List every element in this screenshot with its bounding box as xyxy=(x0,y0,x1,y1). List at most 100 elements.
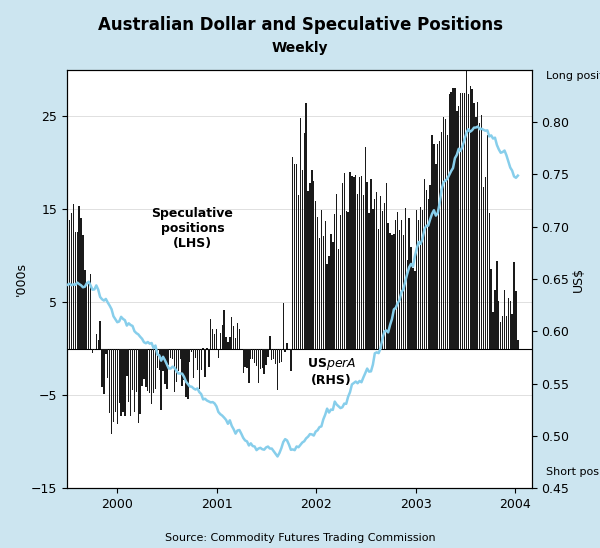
Bar xyxy=(84,270,86,349)
Bar xyxy=(210,319,211,349)
Text: Weekly: Weekly xyxy=(272,41,328,55)
Y-axis label: US$: US$ xyxy=(572,266,585,292)
Bar xyxy=(460,93,461,349)
Bar xyxy=(403,235,404,349)
Y-axis label: '000s: '000s xyxy=(15,262,28,296)
Bar xyxy=(449,94,450,349)
Bar xyxy=(273,349,274,359)
Bar xyxy=(143,349,145,379)
Bar xyxy=(296,164,297,349)
Bar xyxy=(311,170,313,349)
Bar xyxy=(269,336,271,349)
Bar xyxy=(187,349,188,399)
Bar xyxy=(437,144,439,349)
Bar xyxy=(511,315,513,349)
Bar xyxy=(229,337,230,349)
Bar xyxy=(260,349,261,369)
Bar xyxy=(372,209,374,349)
Bar xyxy=(508,298,509,349)
Bar xyxy=(233,326,235,349)
Bar xyxy=(132,349,133,390)
Bar xyxy=(166,349,167,389)
Bar xyxy=(506,316,507,349)
Bar xyxy=(281,349,282,362)
Bar xyxy=(515,290,517,349)
Bar xyxy=(178,349,179,370)
Bar xyxy=(485,177,486,349)
Bar xyxy=(340,215,341,349)
Bar xyxy=(479,123,481,349)
Bar xyxy=(149,349,151,393)
Bar xyxy=(386,184,387,349)
Bar xyxy=(502,316,503,349)
Bar xyxy=(258,349,259,383)
Bar xyxy=(487,135,488,349)
Bar xyxy=(268,349,269,357)
Bar xyxy=(279,349,280,363)
Bar xyxy=(170,349,172,357)
Bar xyxy=(317,218,318,349)
Bar xyxy=(164,349,166,384)
Bar xyxy=(367,182,368,349)
Bar xyxy=(160,349,162,409)
Bar xyxy=(399,230,400,349)
Text: Long position: Long position xyxy=(546,71,600,81)
Bar xyxy=(71,213,72,349)
Bar xyxy=(124,349,125,416)
Bar xyxy=(365,147,366,349)
Bar xyxy=(100,322,101,349)
Bar xyxy=(332,242,334,349)
Bar xyxy=(464,93,465,349)
Bar xyxy=(359,177,360,349)
Bar xyxy=(208,349,209,367)
Bar xyxy=(401,220,402,349)
Bar xyxy=(376,192,377,349)
Bar xyxy=(404,208,406,349)
Bar xyxy=(309,182,311,349)
Bar xyxy=(116,349,118,424)
Bar xyxy=(77,232,78,349)
Bar xyxy=(298,195,299,349)
Bar xyxy=(157,349,158,368)
Text: Source: Commodity Futures Trading Commission: Source: Commodity Futures Trading Commis… xyxy=(164,533,436,543)
Bar xyxy=(181,349,183,386)
Bar xyxy=(252,349,253,359)
Bar xyxy=(490,269,492,349)
Bar xyxy=(121,349,122,416)
Bar xyxy=(147,349,148,391)
Bar xyxy=(195,349,196,358)
Bar xyxy=(498,301,499,349)
Bar xyxy=(391,235,392,349)
Bar xyxy=(226,338,227,349)
Bar xyxy=(382,211,383,349)
Bar xyxy=(454,88,455,349)
Bar xyxy=(151,349,152,403)
Bar xyxy=(334,214,335,349)
Bar xyxy=(67,214,68,349)
Bar xyxy=(292,157,293,349)
Bar xyxy=(239,329,240,349)
Bar xyxy=(304,133,305,349)
Bar xyxy=(313,181,314,349)
Bar xyxy=(288,349,290,350)
Bar xyxy=(250,349,251,358)
Bar xyxy=(483,187,484,349)
Bar xyxy=(361,176,362,349)
Bar xyxy=(475,117,476,349)
Bar xyxy=(205,349,206,378)
Bar xyxy=(90,273,91,349)
Bar xyxy=(163,349,164,370)
Bar xyxy=(319,238,320,349)
Bar xyxy=(467,94,469,349)
Bar xyxy=(338,249,339,349)
Bar xyxy=(137,349,139,423)
Bar xyxy=(328,255,330,349)
Bar xyxy=(119,349,120,402)
Bar xyxy=(458,106,460,349)
Bar xyxy=(422,210,423,349)
Bar xyxy=(341,183,343,349)
Bar xyxy=(500,322,502,349)
Bar xyxy=(443,117,444,349)
Bar xyxy=(349,172,350,349)
Bar xyxy=(407,260,408,349)
